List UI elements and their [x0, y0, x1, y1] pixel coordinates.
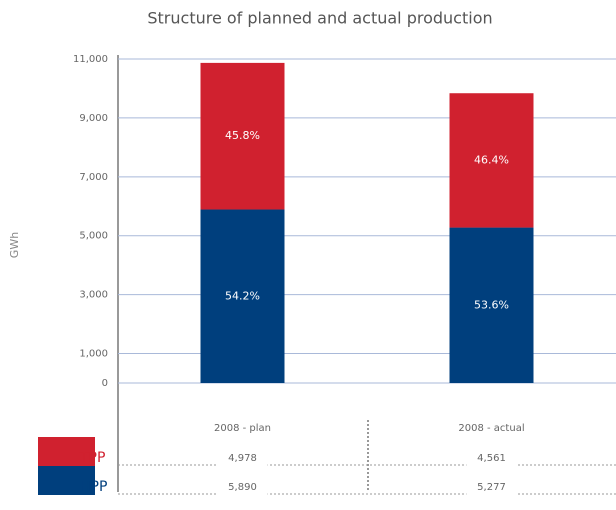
y-tick-label: 9,000 — [79, 113, 108, 124]
table-value: 5,890 — [228, 482, 257, 493]
legend-label: TPP — [79, 450, 105, 466]
chart-title: Structure of planned and actual producti… — [147, 9, 492, 28]
y-tick-label: 0 — [102, 378, 108, 389]
cell-bg — [217, 451, 268, 467]
share-label: 46.4% — [474, 153, 509, 166]
share-label: 53.6% — [474, 298, 509, 311]
cell-bg — [466, 451, 517, 467]
bar-segment — [200, 62, 285, 210]
bar-segment — [200, 209, 285, 383]
table-value: 4,978 — [228, 453, 257, 464]
share-label: 45.8% — [225, 129, 260, 142]
legend-swatch — [38, 466, 95, 495]
y-axis-label: GWh — [8, 232, 21, 258]
y-tick-label: 11,000 — [73, 54, 108, 65]
x-tick-label: 2008 - actual — [458, 423, 524, 434]
y-tick-label: 3,000 — [79, 290, 108, 301]
share-label: 54.2% — [225, 289, 260, 302]
table-value: 5,277 — [477, 482, 506, 493]
y-tick-label: 7,000 — [79, 172, 108, 183]
y-tick-label: 1,000 — [79, 349, 108, 360]
cell-bg — [217, 480, 268, 496]
bar-segment — [449, 93, 534, 228]
legend-swatch — [38, 437, 95, 466]
cell-bg — [466, 480, 517, 496]
table-value: 4,561 — [477, 453, 506, 464]
x-tick-label: 2008 - plan — [214, 423, 271, 434]
legend-label: HPP — [80, 479, 107, 495]
bar-segment — [449, 227, 534, 383]
y-tick-label: 5,000 — [79, 231, 108, 242]
